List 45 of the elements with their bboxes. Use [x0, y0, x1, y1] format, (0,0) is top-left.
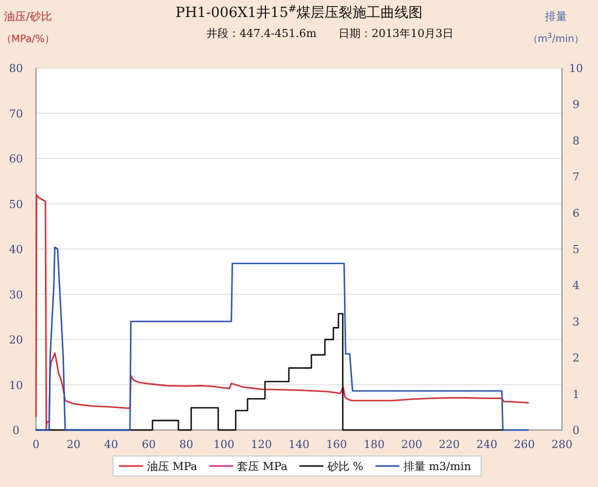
y2-tick-label: 5: [572, 243, 580, 256]
y2-tick-label: 7: [572, 170, 580, 184]
y2-tick-label: 3: [572, 315, 580, 328]
y2-axis-title: 排量（m$^{3}$/min）: [528, 10, 584, 45]
y-tick-label: 50: [9, 198, 23, 211]
y2-tick-label: 10: [569, 62, 583, 75]
chart-subtitle: 井段：447.4-451.6m 日期：2013年10月3日: [206, 27, 454, 40]
x-tick-label: 0: [32, 438, 40, 451]
legend-label: 砂比 %: [326, 460, 364, 473]
y-tick-label: 70: [9, 107, 23, 120]
x-tick-label: 160: [326, 438, 348, 451]
x-tick-label: 240: [476, 438, 498, 451]
y-tick-label: 60: [9, 152, 23, 166]
legend-label: 油压 MPa: [146, 460, 198, 473]
chart-title: PH1-006X1井15$^{#}$煤层压裂施工曲线图: [176, 4, 422, 21]
y-tick-label: 40: [9, 243, 23, 256]
line-series: [35, 246, 529, 431]
x-tick-label: 120: [250, 438, 272, 451]
y2-tick-label: 0: [572, 424, 580, 437]
y-tick-label: 10: [9, 378, 23, 392]
x-tick-label: 200: [401, 438, 422, 451]
x-tick-label: 260: [514, 438, 535, 451]
legend-label: 套压 MPa: [237, 460, 288, 473]
x-tick-label: 60: [142, 438, 156, 451]
x-tick-label: 40: [104, 438, 118, 451]
y-tick-label: 0: [12, 424, 20, 437]
y2-tick-label: 2: [572, 352, 580, 365]
y-tick-label: 80: [9, 62, 23, 75]
x-tick-label: 20: [66, 438, 81, 451]
y-tick-label: 30: [9, 288, 23, 302]
x-tick-label: 280: [552, 438, 572, 451]
x-tick-label: 140: [288, 438, 310, 451]
y-tick-label: 20: [9, 334, 23, 346]
y2-tick-label: 6: [572, 206, 580, 220]
y2-tick-label: 9: [572, 98, 580, 112]
y2-tick-label: 1: [572, 388, 580, 401]
y2-tick-label: 4: [572, 279, 580, 292]
y-axis-title: 油压/砂比（MPa/%）: [1, 10, 55, 45]
legend-label: 排量 m3/min: [403, 460, 472, 473]
line-series: [35, 194, 529, 431]
y2-tick-label: 8: [572, 134, 580, 148]
x-tick-label: 180: [364, 438, 385, 451]
x-tick-label: 80: [179, 438, 194, 451]
x-tick-label: 100: [213, 438, 234, 451]
x-tick-label: 220: [438, 438, 460, 451]
